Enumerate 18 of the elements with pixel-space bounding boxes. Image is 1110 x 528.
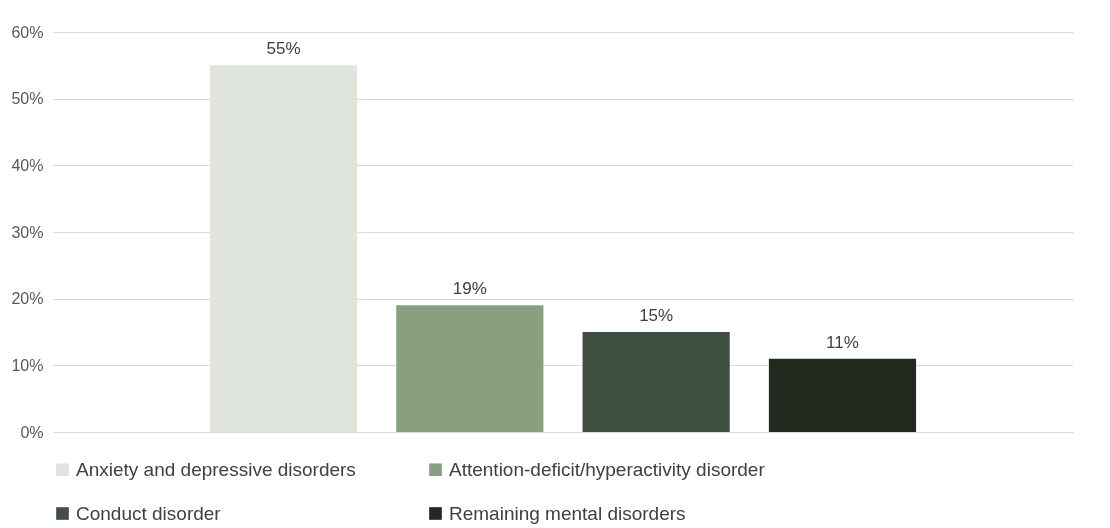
y-tick-label: 40% [11,156,44,174]
y-tick-label: 30% [11,223,44,241]
legend-label: Remaining mental disorders [449,502,686,524]
y-tick-label: 20% [11,290,44,308]
bar [396,305,544,432]
legend-label: Attention-deficit/hyperactivity disorder [449,458,766,480]
data-label: 15% [639,306,674,325]
y-tick-label: 10% [11,356,44,374]
y-tick-label: 0% [20,423,44,441]
bar [768,358,917,432]
y-tick-label: 50% [11,90,44,108]
data-label: 55% [266,39,301,59]
bar [582,332,730,432]
y-tick-label: 60% [11,23,44,41]
legend-label: Conduct disorder [76,502,222,524]
data-label: 19% [452,279,487,299]
legend-label: Anxiety and depressive disorders [76,458,356,480]
data-label: 11% [826,332,859,352]
